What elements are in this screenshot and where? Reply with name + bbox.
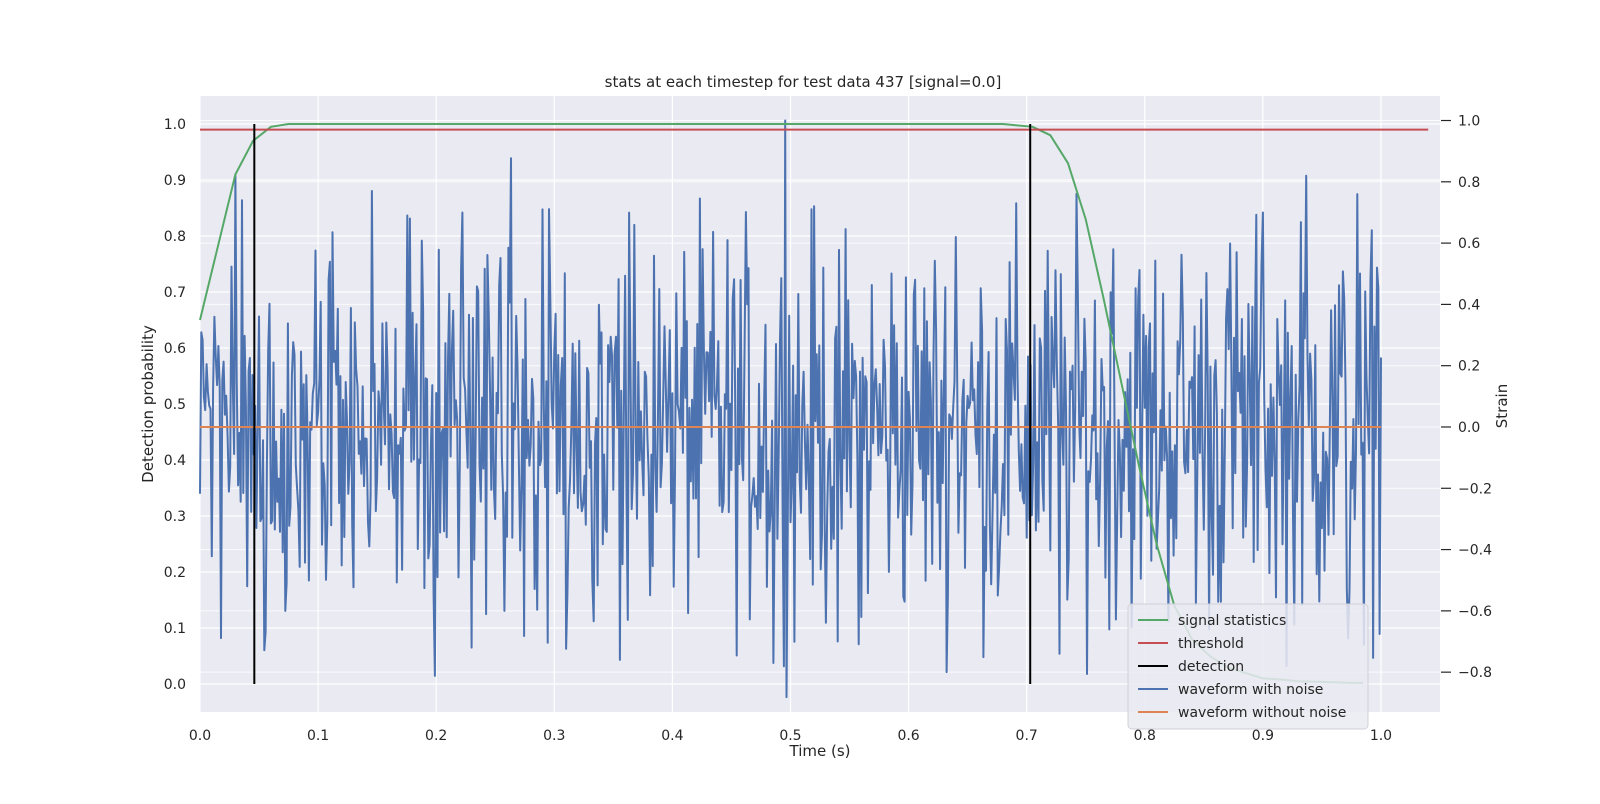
y-left-tick-label: 0.5 [164,397,186,413]
x-tick-label: 0.4 [661,728,683,744]
y-axis-left-ticks: 0.0 0.1 0.2 0.3 0.4 0.5 0.6 0.7 0.8 0.9 1.0 [164,117,186,693]
y-right-tick-label: −0.6 [1458,604,1492,620]
x-tick-label: 0.5 [779,728,801,744]
y-right-tick-label: 0.8 [1458,175,1480,191]
y-right-tick-label: 0.6 [1458,236,1480,252]
y-right-tick-label: 0.2 [1458,359,1480,375]
legend-box [1127,603,1369,730]
y-right-tick-label: 1.0 [1458,114,1480,130]
y-right-tick-label: 0.0 [1458,420,1480,436]
y-left-tick-label: 0.7 [164,285,186,301]
y-axis-right-label: Strain [1493,384,1511,428]
y-left-tick-label: 0.3 [164,509,186,525]
y-axis-left-label: Detection probability [139,325,157,483]
y-left-tick-label: 0.9 [164,173,186,189]
x-tick-label: 0.9 [1252,728,1274,744]
legend-label: detection [1178,659,1244,675]
x-tick-label: 0.0 [189,728,211,744]
y-right-tick-label: 0.4 [1458,297,1480,313]
x-tick-label: 0.8 [1134,728,1156,744]
y-axis-right-ticks: −0.8 −0.6 −0.4 −0.2 0.0 0.2 0.4 0.6 0.8 1.0 [1441,114,1492,681]
y-left-tick-label: 0.8 [164,229,186,245]
x-tick-label: 0.1 [307,728,329,744]
legend-label: threshold [1178,636,1244,652]
x-tick-label: 0.6 [897,728,919,744]
y-left-tick-label: 0.1 [164,621,186,637]
x-tick-label: 0.2 [425,728,447,744]
y-left-tick-label: 0.0 [164,677,186,693]
x-axis-label: Time (s) [789,742,851,760]
x-tick-label: 1.0 [1370,728,1392,744]
legend-label: signal statistics [1178,613,1286,629]
x-tick-label: 0.3 [543,728,565,744]
y-left-tick-label: 0.2 [164,565,186,581]
y-right-tick-label: −0.8 [1458,665,1492,681]
legend: signal statistics threshold detection wavef… [1127,603,1369,730]
legend-label: waveform without noise [1178,705,1346,721]
y-left-tick-label: 0.4 [164,453,186,469]
y-right-tick-label: −0.2 [1458,481,1492,497]
x-tick-label: 0.7 [1016,728,1038,744]
chart-title: stats at each timestep for test data 437… [605,73,1002,91]
series-waveform-with-noise [199,119,1382,699]
y-left-tick-label: 1.0 [164,117,186,133]
y-right-tick-label: −0.4 [1458,543,1492,559]
x-axis-ticks: 0.0 0.1 0.2 0.3 0.4 0.5 0.6 0.7 0.8 0.9 1.0 [189,728,1392,744]
y-left-tick-label: 0.6 [164,341,186,357]
legend-label: waveform with noise [1178,682,1323,698]
